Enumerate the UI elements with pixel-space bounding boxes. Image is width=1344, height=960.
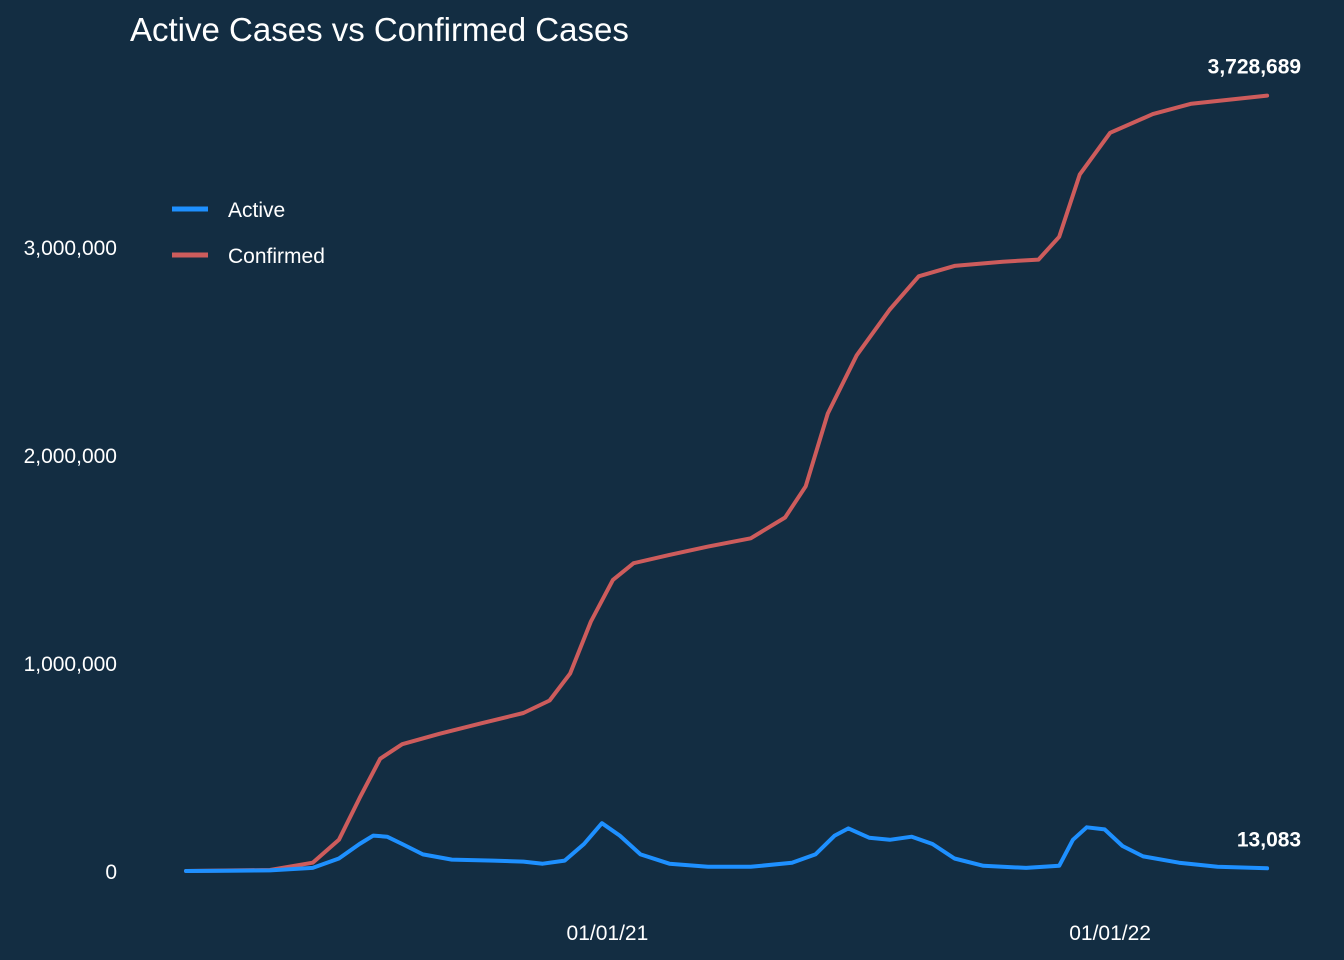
legend-label-active: Active (228, 199, 285, 222)
chart-title: Active Cases vs Confirmed Cases (130, 11, 629, 48)
y-tick-label: 3,000,000 (24, 237, 117, 260)
x-tick-label: 01/01/22 (1069, 922, 1151, 945)
y-axis: 0 1,000,000 2,000,000 3,000,000 (24, 237, 117, 884)
end-label-confirmed: 3,728,689 (1208, 56, 1301, 79)
y-tick-label: 2,000,000 (24, 445, 117, 468)
y-tick-label: 0 (105, 861, 117, 884)
end-labels: 13,083 3,728,689 (1208, 56, 1301, 852)
x-axis: 01/01/21 01/01/22 (567, 922, 1151, 945)
series-line-confirmed (184, 93, 1270, 873)
series-layer (184, 93, 1270, 873)
legend-label-confirmed: Confirmed (228, 245, 325, 268)
legend: Active Confirmed (172, 199, 325, 268)
y-tick-label: 1,000,000 (24, 653, 117, 676)
series-line-active (184, 821, 1270, 873)
end-label-active: 13,083 (1237, 828, 1301, 851)
x-tick-label: 01/01/21 (567, 922, 649, 945)
